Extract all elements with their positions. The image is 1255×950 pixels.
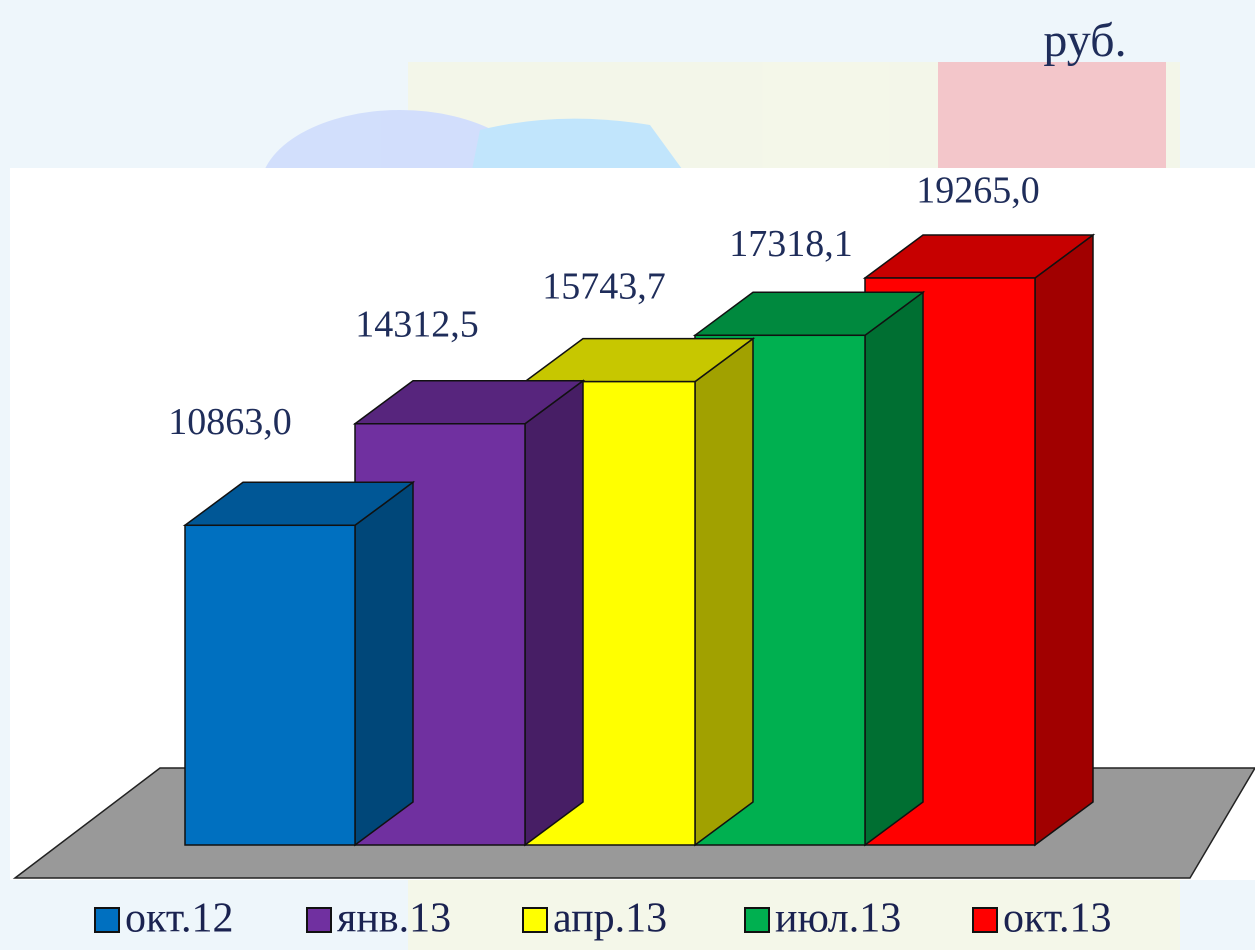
legend-swatch	[306, 907, 332, 933]
legend-swatch	[972, 907, 998, 933]
decor	[408, 62, 1180, 182]
value-label: 17318,1	[729, 223, 853, 265]
legend-swatch	[522, 907, 548, 933]
legend-swatch	[94, 907, 120, 933]
value-label: 10863,0	[168, 401, 292, 443]
decor	[470, 118, 690, 180]
value-label: 14312,5	[355, 303, 479, 345]
value-label: 15743,7	[542, 265, 666, 307]
legend-label: окт.13	[1003, 896, 1112, 942]
decor	[938, 62, 1166, 172]
bar-side	[1034, 233, 1094, 847]
bar-side	[864, 290, 924, 847]
bar-side	[354, 480, 414, 847]
legend: окт.12 янв.13 апр.13 июл.13 окт.13	[94, 896, 1112, 942]
legend-swatch	[744, 907, 770, 933]
bars: 19265,0 17318,1 15743,7 14312,5 10863,0	[168, 170, 1096, 847]
legend-label: окт.12	[125, 896, 234, 942]
value-label: 19265,0	[916, 170, 1040, 212]
bar	[184, 524, 356, 846]
unit-label: руб.	[1043, 14, 1126, 67]
bar-side	[524, 379, 584, 847]
legend-label: янв.13	[337, 896, 451, 942]
legend-label: апр.13	[553, 896, 667, 942]
legend-label: июл.13	[775, 896, 901, 942]
bar-side	[694, 337, 754, 847]
